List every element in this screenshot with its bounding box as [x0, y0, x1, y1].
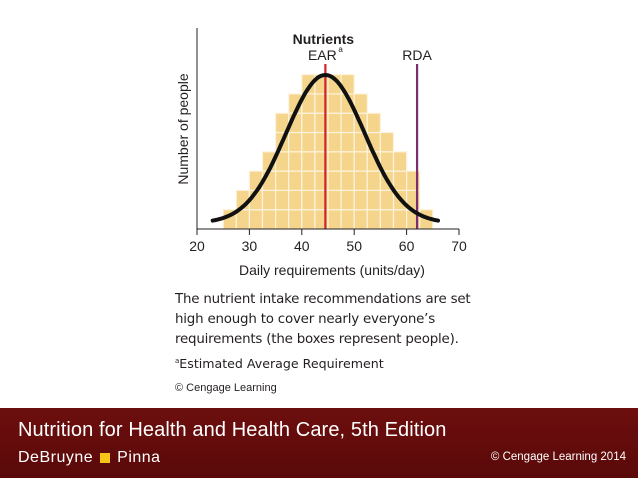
footnote-text: Estimated Average Requirement: [179, 356, 384, 371]
person-box: [301, 170, 316, 192]
person-box: [261, 209, 277, 230]
slide: 20 30 40 50 60 70 Daily requirements (units/da…: [175, 28, 471, 394]
person-box: [340, 131, 355, 153]
person-box: [261, 189, 277, 211]
person-box: [366, 189, 381, 211]
person-box: [340, 151, 355, 172]
person-box: [301, 209, 316, 230]
author-name: DeBruyne: [18, 449, 94, 466]
y-axis-label: Number of people: [175, 73, 191, 185]
person-box: [353, 170, 368, 192]
person-box: [327, 170, 342, 192]
person-box: [301, 112, 316, 134]
person-box: [366, 112, 381, 134]
x-tick-label: 60: [399, 238, 415, 254]
person-box: [392, 151, 408, 172]
chart-title: Nutrients: [293, 31, 355, 47]
person-box: [327, 189, 342, 211]
book-title: Nutrition for Health and Health Care, 5t…: [18, 419, 447, 441]
marker-label-ear: EAR: [308, 47, 337, 63]
person-box: [327, 151, 342, 172]
person-box: [327, 131, 342, 153]
authors: DeBruyne Pinna: [18, 449, 161, 467]
author-separator-square: [100, 453, 111, 463]
person-box: [301, 189, 316, 211]
x-tick-label: 70: [451, 238, 467, 254]
footnote: aEstimated Average Requirement: [175, 356, 384, 371]
x-tick-label: 20: [189, 238, 205, 254]
person-box: [340, 112, 355, 134]
person-box: [288, 151, 303, 172]
x-tick-label: 50: [346, 238, 362, 254]
x-axis-label: Daily requirements (units/day): [239, 262, 425, 278]
distribution-curve: [210, 72, 440, 223]
footer-bar: Nutrition for Health and Health Care, 5t…: [0, 408, 638, 478]
person-box: [340, 189, 355, 211]
person-box: [353, 93, 368, 114]
person-box: [301, 151, 316, 172]
person-box: [288, 131, 303, 153]
person-box: [288, 189, 303, 211]
person-box: [327, 112, 342, 134]
marker-superscript: a: [338, 45, 343, 54]
footnote-marker: a: [175, 357, 180, 365]
person-box: [275, 170, 290, 192]
x-tick-label: 40: [294, 238, 310, 254]
person-box: [301, 131, 316, 153]
person-box: [353, 209, 368, 230]
x-tick-label: 30: [242, 238, 258, 254]
histogram-chart: 20 30 40 50 60 70 Daily requirements (units/da…: [175, 28, 467, 278]
person-box: [275, 209, 290, 230]
person-box: [340, 170, 355, 192]
author-name: Pinna: [117, 449, 161, 466]
person-box: [353, 189, 368, 211]
copyright-notice: © Cengage Learning 2014: [490, 451, 626, 463]
person-box: [379, 131, 395, 153]
person-box: [288, 209, 303, 230]
person-box: [248, 209, 264, 230]
person-box: [288, 170, 303, 192]
person-box: [379, 209, 395, 230]
person-box: [327, 209, 342, 230]
person-box: [379, 189, 395, 211]
person-box: [340, 209, 355, 230]
person-box: [392, 170, 408, 192]
person-box: [392, 209, 408, 230]
person-box: [353, 151, 368, 172]
person-box: [327, 93, 342, 114]
marker-label-rda: RDA: [402, 47, 432, 63]
person-box: [366, 209, 381, 230]
figure-credit: © Cengage Learning: [175, 382, 277, 394]
person-box: [366, 170, 381, 192]
figure-caption: The nutrient intake recommendations are …: [175, 292, 471, 347]
person-box: [275, 189, 290, 211]
